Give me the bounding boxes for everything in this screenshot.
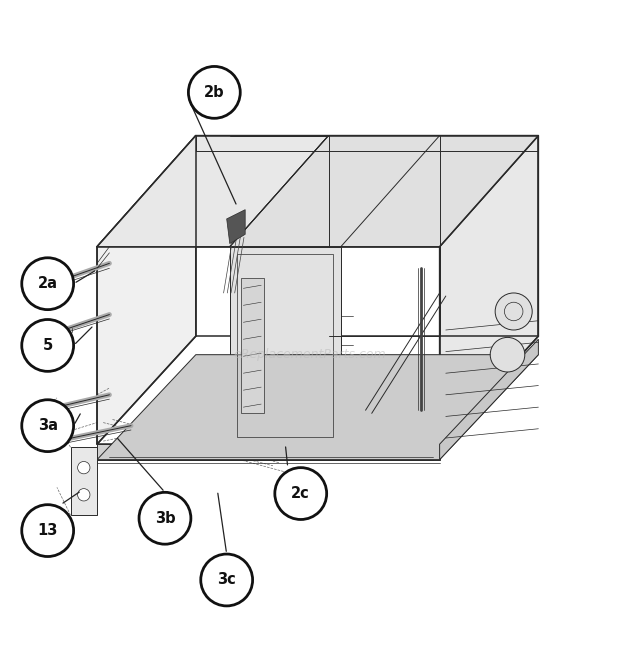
- Circle shape: [490, 337, 525, 372]
- Text: 3c: 3c: [217, 572, 236, 587]
- Circle shape: [22, 319, 74, 372]
- Polygon shape: [440, 135, 538, 444]
- Circle shape: [495, 293, 532, 330]
- Circle shape: [78, 461, 90, 474]
- Polygon shape: [97, 135, 196, 444]
- Polygon shape: [241, 278, 264, 413]
- Text: 3a: 3a: [38, 418, 58, 433]
- Polygon shape: [440, 339, 538, 459]
- Text: 2a: 2a: [38, 276, 58, 291]
- Circle shape: [78, 488, 90, 501]
- Polygon shape: [227, 210, 245, 244]
- Polygon shape: [230, 247, 341, 444]
- Text: 3b: 3b: [154, 511, 175, 526]
- Text: 5: 5: [43, 338, 53, 353]
- Polygon shape: [97, 354, 538, 459]
- Circle shape: [201, 554, 252, 606]
- Circle shape: [188, 67, 241, 118]
- Polygon shape: [97, 444, 440, 459]
- Text: 13: 13: [37, 523, 58, 538]
- Polygon shape: [230, 135, 538, 247]
- Circle shape: [22, 505, 74, 556]
- Circle shape: [275, 468, 327, 519]
- Text: 2c: 2c: [291, 486, 310, 501]
- Polygon shape: [97, 135, 538, 247]
- Polygon shape: [71, 447, 97, 515]
- Circle shape: [22, 400, 74, 451]
- Text: eReplacementParts.com: eReplacementParts.com: [234, 348, 386, 361]
- Polygon shape: [97, 135, 329, 247]
- Circle shape: [22, 258, 74, 310]
- Text: 2b: 2b: [204, 85, 224, 100]
- Circle shape: [139, 492, 191, 544]
